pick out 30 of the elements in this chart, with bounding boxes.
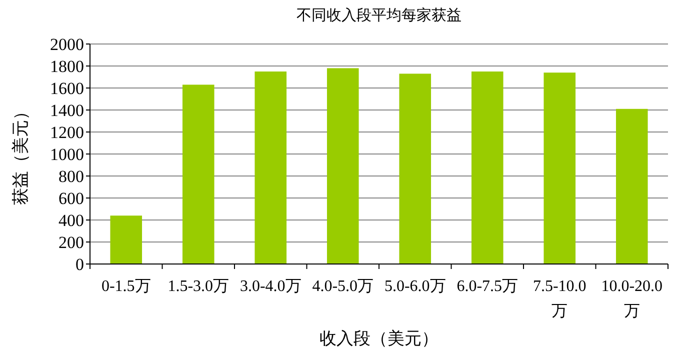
bar [471,72,504,264]
x-tick-label: 10.0-20.0万 [601,278,663,320]
x-tick-label: 5.0-6.0万 [384,278,446,295]
x-tick-label: 0-1.5万 [101,278,151,295]
bar [254,72,287,264]
y-tick-label: 600 [58,189,84,208]
y-axis-title: 获益（美元） [11,103,30,205]
bar [326,68,359,264]
x-tick-label: 4.0-5.0万 [312,278,374,295]
y-tick-label: 0 [76,255,84,274]
y-tick-label: 1600 [50,79,84,98]
y-tick-label: 1400 [50,101,84,120]
y-tick-label: 1200 [50,123,84,142]
x-tick-label: 3.0-4.0万 [240,278,302,295]
bar [182,84,214,264]
x-axis-title: 收入段（美元） [320,329,438,348]
chart-title: 不同收入段平均每家获益 [296,7,462,24]
bar [544,72,576,264]
x-tick-label: 6.0-7.5万 [456,278,518,295]
bar [616,108,648,264]
y-tick-label: 400 [58,211,84,230]
bar [110,216,142,264]
y-tick-label: 1800 [50,57,84,76]
bar [399,74,432,264]
x-tick-label: 1.5-3.0万 [168,278,230,295]
y-tick-label: 1000 [50,145,84,164]
y-tick-label: 2000 [50,35,84,54]
y-tick-label: 200 [58,233,84,252]
x-tick-label: 7.5-10.0万 [532,278,586,320]
y-tick-label: 800 [58,167,84,186]
